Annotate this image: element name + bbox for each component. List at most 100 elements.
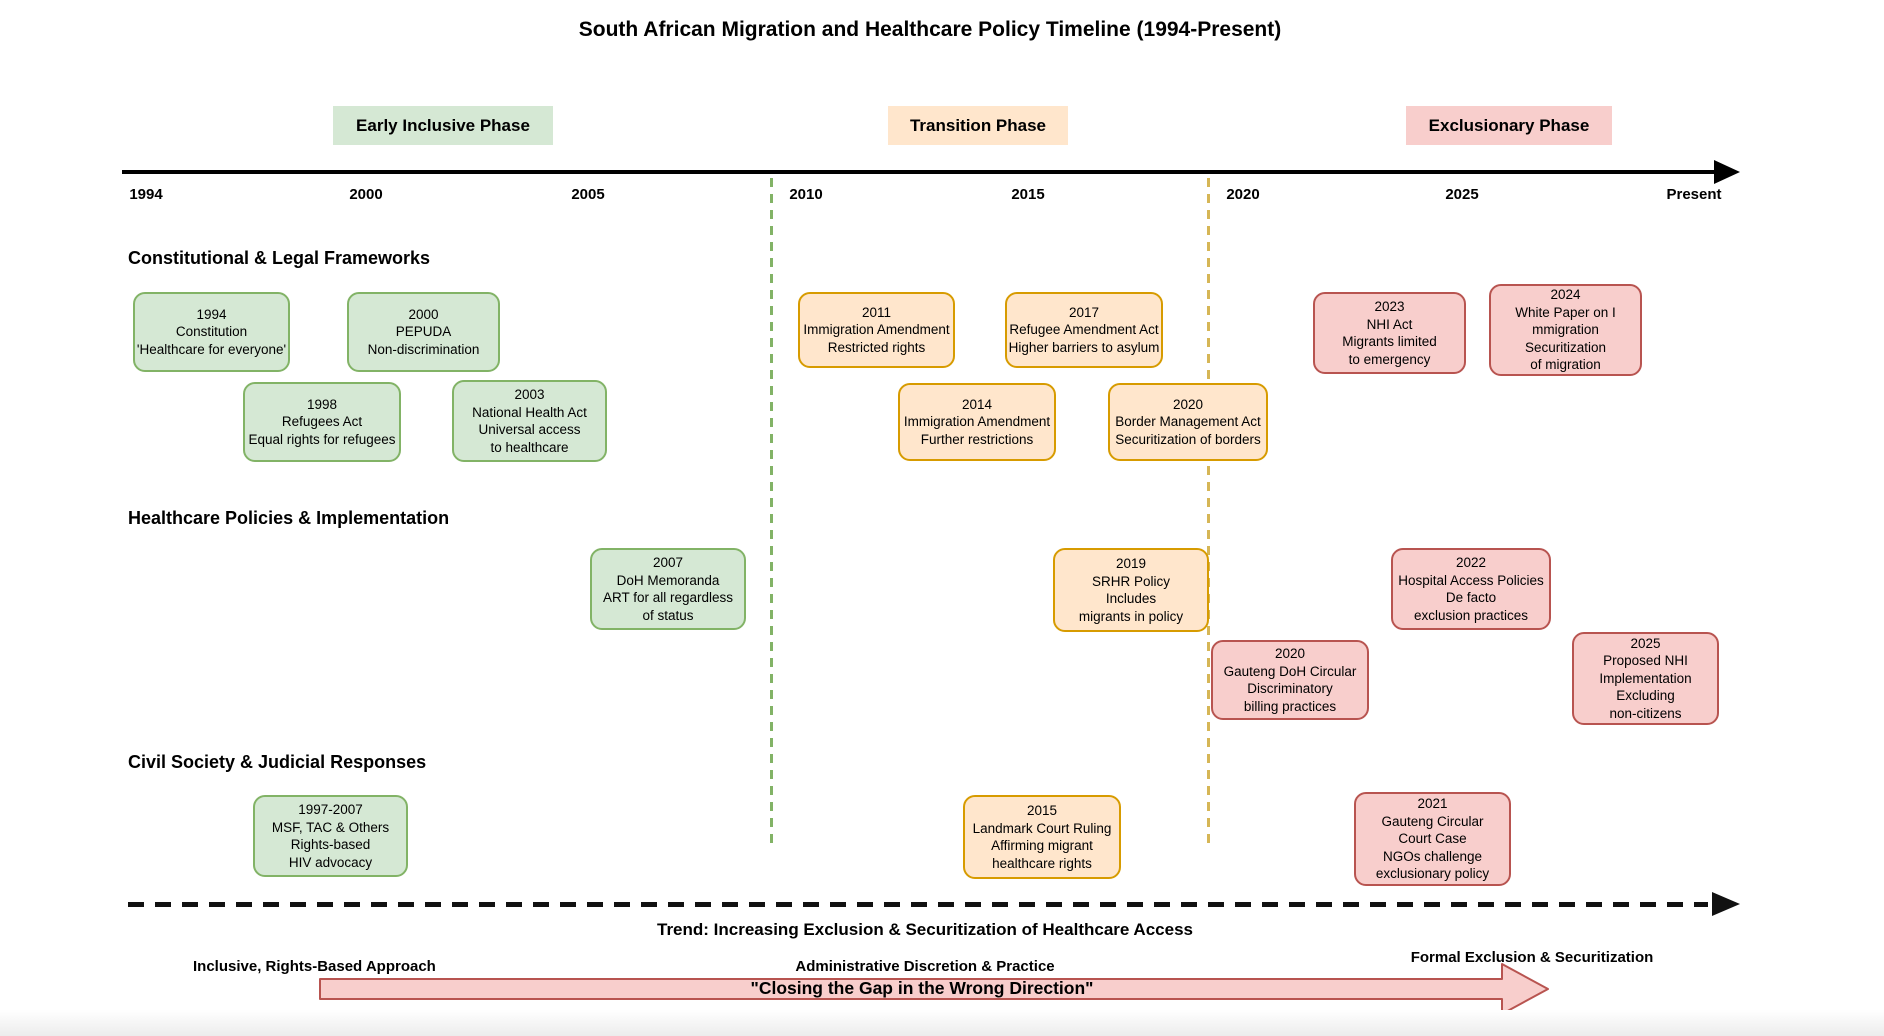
progression-arrow — [319, 963, 1549, 1015]
page-title: South African Migration and Healthcare P… — [578, 18, 1282, 41]
event-2003-national-health-act: 2003 National Health Act Universal access t… — [452, 380, 607, 462]
trend-label: Trend: Increasing Exclusion & Securitiza… — [657, 920, 1193, 939]
event-text-line: Border Management Act — [1115, 414, 1261, 430]
event-text-line: 2000 — [408, 306, 439, 322]
phase-label-text: Transition Phase — [909, 115, 1047, 135]
event-text-line: Equal rights for refugees — [248, 431, 396, 447]
event-1997-2007-msf-tac-others: 1997-2007 MSF, TAC & Others Rights-based HI… — [253, 795, 408, 877]
year-label-present: Present — [1666, 186, 1722, 203]
event-2011-immigration-amendment: 2011 Immigration Amendment Restricted righ… — [798, 292, 955, 368]
event-text-line: billing practices — [1243, 698, 1337, 714]
event-2019-srhr-policy: 2019 SRHR Policy Includes migrants in polic… — [1053, 548, 1209, 632]
event-text-line: non-citizens — [1609, 705, 1682, 721]
event-text-line: healthcare rights — [992, 855, 1092, 871]
event-text-line: 2022 — [1455, 555, 1487, 570]
event-2025-proposed-nhi: 2025 Proposed NHI Implementation Excluding n… — [1572, 632, 1719, 725]
event-text-line: Securitization — [1524, 339, 1607, 355]
divider-2010-dashed-line — [770, 178, 773, 846]
timeline-axis — [122, 170, 1720, 174]
event-2023-nhi-act: 2023 NHI Act Migrants limited to emergency — [1313, 292, 1466, 374]
phase-label-text: Exclusionary Phase — [1428, 115, 1590, 135]
event-text-line: SRHR Policy — [1091, 573, 1170, 589]
year-label-2015: 2015 — [1011, 186, 1045, 203]
event-text-line: White Paper on I — [1515, 304, 1616, 320]
event-text-line: Gauteng Circular — [1381, 813, 1484, 829]
event-2020-border-management-act: 2020 Border Management Act Securitization … — [1108, 383, 1268, 461]
event-text-line: Further restrictions — [920, 431, 1034, 447]
event-text-line: Securitization of borders — [1115, 431, 1261, 447]
event-text-line: Gauteng DoH Circular — [1223, 663, 1357, 679]
phase-label-exclusionary: Exclusionary Phase — [1406, 106, 1612, 145]
event-text-line: to emergency — [1348, 351, 1431, 367]
event-text-line: Immigration Amendment — [903, 414, 1051, 430]
event-2021-gauteng-circular: 2021 Gauteng Circular Court Case NGOs chall… — [1354, 792, 1511, 886]
event-text-line: 'Healthcare for everyone' — [136, 341, 287, 357]
event-text-line: Hospital Access Policies — [1398, 572, 1544, 588]
event-text-line: Implementation — [1599, 670, 1692, 686]
event-text-line: Migrants limited — [1342, 334, 1437, 349]
event-text-line: National Health Act — [472, 404, 587, 420]
event-text-line: ART for all regardless — [602, 590, 734, 605]
event-text-line: 2014 — [961, 396, 993, 412]
event-2022-hospital-access-policies: 2022 Hospital Access Policies De facto excl… — [1391, 548, 1551, 630]
event-text-line: 2020 — [1274, 646, 1306, 661]
event-1994-constitution: 1994 Constitution 'Healthcare for everyone… — [133, 292, 290, 372]
year-label-2025: 2025 — [1445, 186, 1479, 203]
timeline-arrowhead-icon — [1714, 160, 1740, 184]
event-text-line: 2003 — [514, 387, 545, 402]
section-heading-constitutional: Constitutional & Legal Frameworks — [128, 248, 431, 268]
event-text-line: Court Case — [1398, 831, 1467, 847]
event-text-line: Higher barriers to asylum — [1008, 339, 1160, 355]
closing-gap-quote: "Closing the Gap in the Wrong Direction" — [750, 978, 1094, 998]
event-2000-pepuda: 2000 PEPUDA Non-discrimination — [347, 292, 500, 372]
event-text-line: Proposed NHI — [1603, 653, 1688, 669]
event-text-line: NGOs challenge — [1382, 848, 1483, 864]
event-text-line: mmigration — [1532, 322, 1599, 338]
event-text-line: Includes — [1105, 591, 1157, 606]
section-heading-healthcare: Healthcare Policies & Implementation — [128, 508, 450, 528]
event-text-line: 2021 — [1417, 796, 1448, 812]
event-text-line: DoH Memoranda — [616, 572, 720, 588]
event-text-line: exclusionary policy — [1375, 866, 1490, 882]
event-text-line: Universal access — [478, 422, 581, 437]
trend-dashed-line — [128, 902, 1708, 907]
event-1998-refugees-act: 1998 Refugees Act Equal rights for refugee… — [243, 382, 401, 462]
event-text-line: 1998 — [306, 396, 338, 412]
event-text-line: Refugee Amendment Act — [1009, 322, 1159, 338]
event-text-line: Excluding — [1616, 688, 1675, 704]
event-text-line: migrants in policy — [1078, 608, 1184, 624]
event-text-line: 1997-2007 — [298, 802, 363, 817]
event-text-line: Refugees Act — [281, 414, 363, 430]
event-text-line: 2025 — [1630, 635, 1661, 651]
event-text-line: Immigration Amendment — [803, 322, 950, 338]
event-2024-white-paper-on-i: 2024 White Paper on I mmigration Securitiza… — [1489, 284, 1642, 376]
event-text-line: De facto — [1445, 590, 1497, 605]
event-text-line: 2017 — [1068, 304, 1100, 320]
divider-2020-dashed-line — [1207, 178, 1210, 846]
event-text-line: of status — [642, 607, 694, 623]
event-text-line: 2019 — [1115, 556, 1147, 571]
approach-label-inclusive: Inclusive, Rights-Based Approach — [193, 958, 436, 975]
event-text-line: 1994 — [196, 306, 227, 322]
approach-label-formal: Formal Exclusion & Securitization — [1410, 949, 1654, 966]
event-2015-landmark-court-ruling: 2015 Landmark Court Ruling Affirming migra… — [963, 795, 1121, 879]
event-text-line: NHI Act — [1366, 316, 1413, 332]
event-text-line: Discriminatory — [1247, 681, 1333, 696]
event-text-line: HIV advocacy — [288, 854, 373, 870]
event-text-line: Constitution — [175, 324, 248, 340]
event-text-line: PEPUDA — [395, 324, 452, 340]
event-text-line: of migration — [1530, 357, 1601, 373]
event-text-line: 2023 — [1374, 299, 1405, 314]
section-heading-civil: Civil Society & Judicial Responses — [128, 752, 427, 772]
event-text-line: Restricted rights — [827, 339, 926, 355]
event-text-line: 2007 — [652, 555, 684, 570]
event-text-line: 2011 — [861, 304, 892, 320]
event-2014-immigration-amendment: 2014 Immigration Amendment Further restric… — [898, 383, 1056, 461]
year-label-2000: 2000 — [349, 186, 383, 203]
event-2007-doh-memoranda: 2007 DoH Memoranda ART for all regardless o… — [590, 548, 746, 630]
event-text-line: Affirming migrant — [991, 838, 1093, 853]
phase-label-text: Early Inclusive Phase — [356, 115, 530, 135]
event-text-line: to healthcare — [490, 439, 569, 455]
year-label-2005: 2005 — [571, 186, 605, 203]
